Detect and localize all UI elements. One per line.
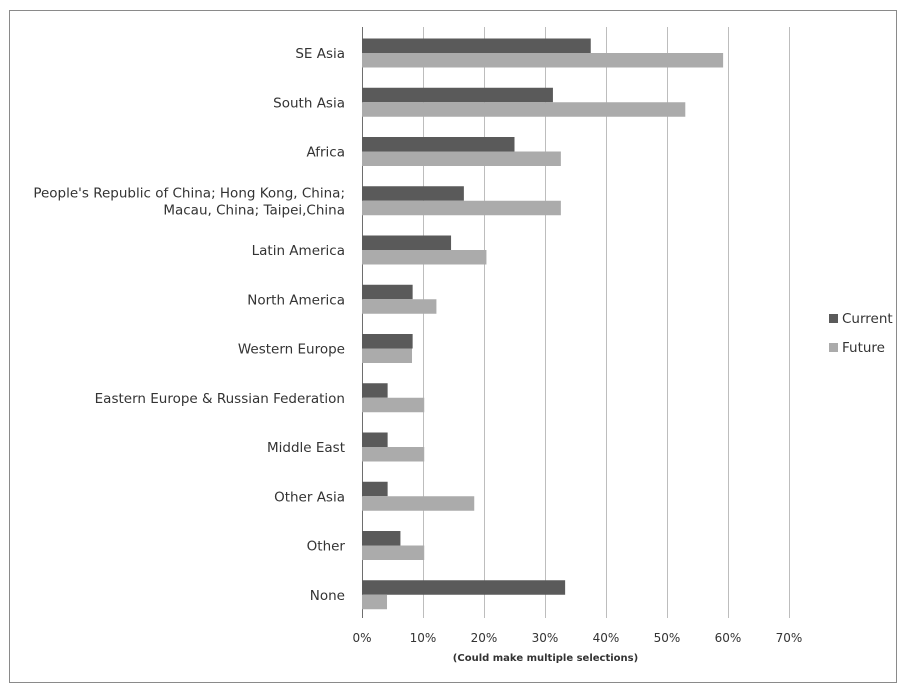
- bar-future-11: [362, 594, 388, 610]
- legend: Current Future: [829, 311, 893, 356]
- bar-future-3: [362, 200, 561, 216]
- category-label-7: Eastern Europe & Russian Federation: [95, 391, 345, 407]
- category-label-4: Latin America: [252, 243, 345, 259]
- gridlines: [362, 27, 790, 618]
- bar-future-0: [362, 53, 724, 68]
- bar-current-3: [362, 186, 464, 201]
- x-tick-label-3: 30%: [532, 631, 559, 645]
- x-tick-label-2: 20%: [471, 631, 498, 645]
- chart-frame: [9, 10, 897, 683]
- x-axis-label: (Could make multiple selections): [453, 653, 638, 664]
- legend-swatch-future: [829, 343, 838, 352]
- category-label-1: South Asia: [273, 95, 345, 111]
- category-label-6: Western Europe: [238, 342, 345, 358]
- bar-current-8: [362, 432, 388, 447]
- x-tick-label-1: 10%: [410, 631, 437, 645]
- x-tick-label-6: 60%: [715, 631, 742, 645]
- legend-label-future: Future: [842, 340, 885, 356]
- category-label-2: Africa: [306, 145, 345, 161]
- bar-future-7: [362, 397, 425, 413]
- legend-swatch-current: [829, 314, 838, 323]
- bar-future-8: [362, 447, 425, 462]
- category-label-8: Middle East: [267, 440, 345, 456]
- x-axis-ticks: 0% 10% 20% 30% 40% 50% 60% 70%: [352, 631, 802, 645]
- category-label-0: SE Asia: [295, 46, 345, 62]
- x-tick-label-4: 40%: [593, 631, 620, 645]
- bar-current-6: [362, 334, 413, 349]
- bar-future-9: [362, 496, 475, 511]
- bar-current-0: [362, 38, 591, 53]
- bar-future-4: [362, 250, 487, 265]
- legend-label-current: Current: [842, 311, 893, 327]
- x-tick-label-5: 50%: [654, 631, 681, 645]
- bar-future-6: [362, 348, 413, 363]
- x-tick-label-7: 70%: [776, 631, 803, 645]
- bar-current-10: [362, 531, 401, 546]
- bar-future-10: [362, 545, 425, 560]
- category-label-11: None: [310, 588, 345, 604]
- bar-current-1: [362, 87, 553, 103]
- bar-future-2: [362, 151, 561, 166]
- bar-current-9: [362, 481, 388, 497]
- category-label-9: Other Asia: [274, 489, 345, 505]
- bar-future-5: [362, 299, 437, 314]
- bar-current-7: [362, 383, 388, 398]
- category-label-3-line-0: People's Republic of China; Hong Kong, C…: [33, 185, 345, 201]
- x-tick-label-0: 0%: [352, 631, 371, 645]
- bar-future-1: [362, 102, 686, 117]
- bar-current-2: [362, 137, 515, 152]
- bar-current-11: [362, 580, 566, 595]
- bar-current-4: [362, 235, 452, 250]
- bars: [362, 38, 724, 610]
- bar-current-5: [362, 284, 413, 300]
- category-label-10: Other: [307, 539, 346, 555]
- category-labels: SE Asia South Asia Africa People's Republic…: [33, 46, 345, 604]
- category-label-5: North America: [247, 292, 345, 308]
- category-label-3-line-1: Macau, China; Taipei,China: [163, 202, 345, 218]
